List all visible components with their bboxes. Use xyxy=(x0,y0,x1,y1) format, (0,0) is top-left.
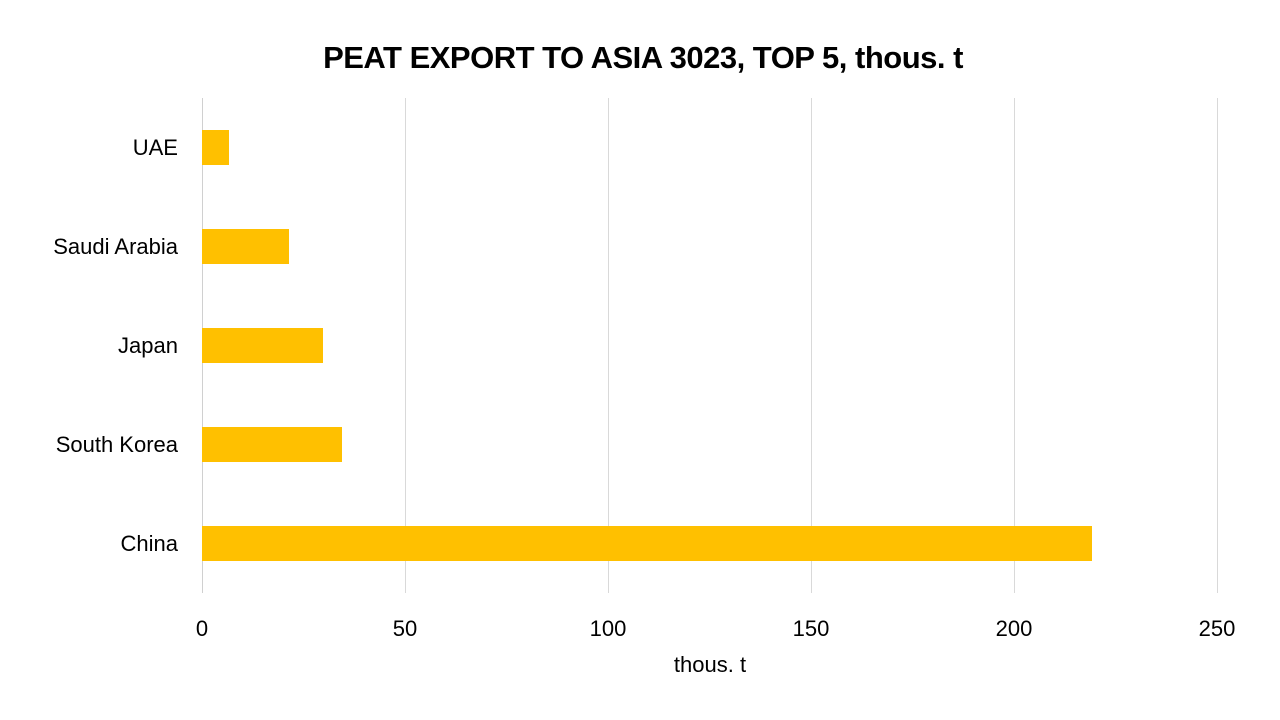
bar-south-korea xyxy=(202,427,343,462)
x-tick-label: 150 xyxy=(792,616,830,641)
x-tick-label: 0 xyxy=(195,616,209,641)
y-tick-label: South Korea xyxy=(55,431,178,457)
bar-japan xyxy=(202,328,323,363)
bar-china xyxy=(202,526,1092,561)
gridline xyxy=(1217,98,1218,593)
x-tick-label: 100 xyxy=(589,616,627,641)
gridline xyxy=(608,98,609,593)
y-tick-label: China xyxy=(120,530,178,556)
gridline xyxy=(405,98,406,593)
bar-uae xyxy=(202,130,229,165)
y-tick-label: UAE xyxy=(132,134,178,160)
x-axis-label: thous. t xyxy=(673,652,747,677)
chart-title: PEAT EXPORT TO ASIA 3023, TOP 5, thous. … xyxy=(323,40,963,75)
y-tick-label: Saudi Arabia xyxy=(53,233,178,259)
bar-saudi-arabia xyxy=(202,229,289,264)
y-tick-label: Japan xyxy=(118,332,178,358)
x-tick-label: 250 xyxy=(1198,616,1236,641)
plot-area xyxy=(202,98,1218,593)
x-tick-label: 200 xyxy=(995,616,1033,641)
gridline xyxy=(811,98,812,593)
gridline xyxy=(1014,98,1015,593)
x-tick-label: 50 xyxy=(392,616,418,641)
